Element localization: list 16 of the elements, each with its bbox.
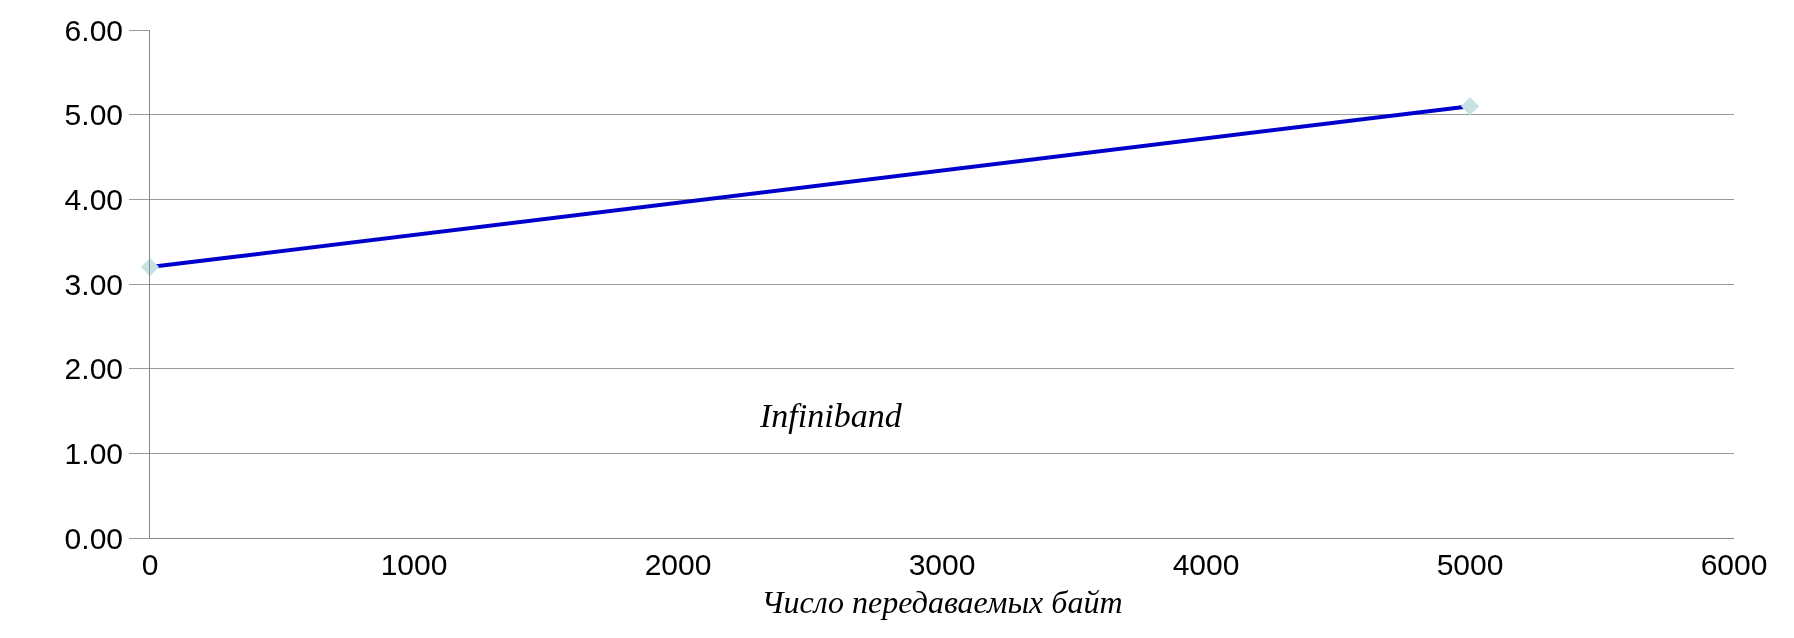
y-tick-label: 4.00 [64,182,123,216]
x-tick-label: 0 [141,548,159,581]
y-tick-label: 3.00 [64,267,123,301]
x-tick-label: 6000 [1700,548,1768,581]
x-tick-label: 2000 [644,548,712,581]
y-tick-label: 6.00 [64,13,123,47]
x-tick-label: 5000 [1436,548,1504,581]
y-tick-label: 1.00 [64,436,123,470]
x-tick-label: 4000 [1172,548,1240,581]
y-tick-label: 5.00 [64,98,123,132]
x-axis-title: Число передаваемых байт [761,583,1123,620]
y-tick-label: 2.00 [64,352,123,386]
x-tick-label: 1000 [380,548,448,581]
y-tick-label: 0.00 [64,521,123,555]
x-tick-label: 3000 [908,548,976,581]
annotation: Infiniband [759,397,903,434]
